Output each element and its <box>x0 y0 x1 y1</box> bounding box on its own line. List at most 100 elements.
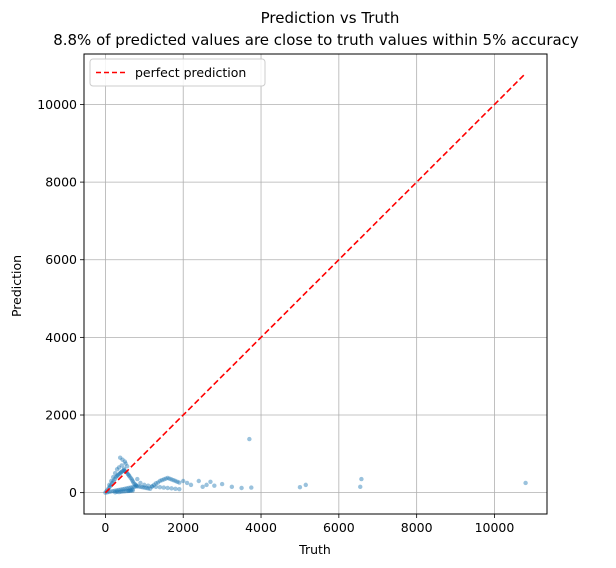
scatter-point <box>120 489 126 494</box>
y-tick-label: 10000 <box>37 97 77 112</box>
scatter-point <box>116 465 122 470</box>
scatter-point <box>123 461 128 466</box>
scatter-point <box>145 483 151 488</box>
scatter-point <box>112 490 118 495</box>
scatter-point <box>161 477 166 482</box>
scatter-point <box>171 478 176 483</box>
scatter-point <box>153 481 159 486</box>
scatter-point <box>133 482 138 488</box>
scatter-point <box>136 484 141 489</box>
scatter-point <box>169 486 174 491</box>
scatter-point <box>122 486 128 491</box>
scatter-point <box>126 488 131 493</box>
scatter-point <box>249 485 254 490</box>
axis-ticks: 0 2000 4000 6000 8000 10000 0 2000 4000 6000 8000 1… <box>37 97 514 535</box>
scatter-point <box>107 484 113 489</box>
scatter-point <box>157 485 163 490</box>
x-tick-label: 6000 <box>323 520 355 535</box>
scatter-point <box>151 482 157 488</box>
scatter-point <box>181 478 186 484</box>
scatter-point <box>107 482 112 488</box>
scatter-point <box>118 470 124 475</box>
scatter-point <box>117 471 123 476</box>
scatter-point <box>112 471 118 476</box>
y-axis-label: Prediction <box>9 255 24 317</box>
scatter-point <box>358 484 363 490</box>
x-tick-label: 10000 <box>475 520 515 535</box>
scatter-point <box>359 476 364 482</box>
chart-subtitle: 8.8% of predicted values are close to tr… <box>53 31 579 49</box>
scatter-point <box>175 479 180 484</box>
scatter-point <box>200 484 205 490</box>
scatter-point <box>153 484 159 490</box>
scatter-point <box>126 472 131 478</box>
legend: perfect prediction <box>89 58 266 87</box>
scatter-point <box>184 480 190 486</box>
scatter-point <box>135 476 140 482</box>
perfect-prediction-line <box>104 72 527 494</box>
scatter-point <box>112 476 117 482</box>
scatter-point <box>303 482 308 488</box>
scatter-point <box>119 463 124 468</box>
scatter-point <box>177 486 182 492</box>
scatter-point <box>177 480 182 485</box>
scatter-point <box>115 472 121 478</box>
scatter-point <box>138 484 143 490</box>
scatter-point <box>204 482 209 488</box>
scatter-point <box>128 485 133 490</box>
scatter-point <box>126 488 131 494</box>
scatter-point <box>121 467 127 473</box>
scatter-point <box>116 487 122 493</box>
scatter-point <box>161 485 166 490</box>
scatter-point <box>110 474 116 480</box>
scatter-point <box>114 467 120 472</box>
scatter-point <box>122 459 128 464</box>
scatter-point <box>159 478 165 483</box>
y-tick-label: 0 <box>69 485 77 500</box>
scatter-point <box>212 483 217 488</box>
scatter-point <box>157 478 163 484</box>
scatter-point <box>132 484 137 490</box>
scatter-point <box>130 488 135 493</box>
scatter-point <box>125 471 131 477</box>
scatter-point <box>120 457 125 462</box>
scatter-point <box>131 480 136 485</box>
scatter-point <box>188 482 194 488</box>
scatter-point <box>116 489 122 495</box>
scatter-point <box>165 475 170 481</box>
scatter-point <box>124 488 129 494</box>
scatter-point <box>111 478 116 484</box>
scatter-point <box>140 485 145 490</box>
plot-area-frame <box>83 53 548 515</box>
scatter-point <box>247 436 252 442</box>
x-axis-label: Truth <box>298 542 331 557</box>
legend-label-perfect-prediction: perfect prediction <box>135 65 246 80</box>
scatter-point <box>112 488 118 493</box>
scatter-point <box>127 474 132 479</box>
scatter-point <box>113 474 119 480</box>
scatter-point <box>114 473 120 479</box>
perfect-prediction-line-group <box>104 72 527 494</box>
scatter-point <box>109 478 114 484</box>
scatter-point <box>118 487 124 492</box>
scatter-point <box>134 483 139 488</box>
scatter-point <box>118 489 124 494</box>
scatter-point <box>155 480 161 485</box>
scatter-point <box>126 485 131 491</box>
scatter-point <box>219 481 225 487</box>
scatter-point <box>239 485 244 491</box>
x-tick-label: 0 <box>101 520 109 535</box>
y-tick-label: 2000 <box>45 408 77 423</box>
scatter-point <box>130 487 135 492</box>
scatter-point <box>134 484 139 489</box>
scatter-point <box>110 488 116 494</box>
scatter-point <box>163 476 168 481</box>
scatter-point <box>116 471 122 477</box>
y-tick-label: 8000 <box>45 175 77 190</box>
scatter-point <box>124 486 129 491</box>
scatter-point <box>229 484 235 490</box>
scatter-point <box>147 486 153 491</box>
scatter-point <box>132 481 137 487</box>
scatter-point <box>167 476 172 481</box>
scatter-point <box>128 475 133 481</box>
